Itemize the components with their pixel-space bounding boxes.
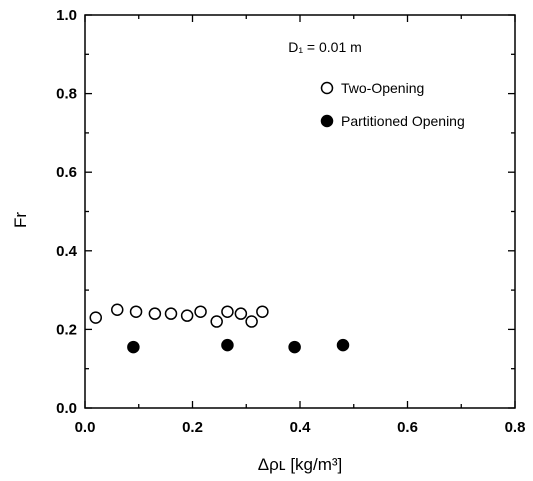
y-tick-label: 0.4 [56,243,78,260]
x-tick-label: 0.0 [75,419,96,436]
y-axis-label: Fr [11,212,30,228]
legend: Two-Opening Partitioned Opening [320,80,465,129]
two-opening-point [210,315,223,328]
two-opening-point [129,305,143,318]
legend-marker-partitioned-opening [320,114,334,128]
two-opening-point [89,311,102,324]
partitioned-opening-point [288,340,301,354]
two-opening-point [164,307,178,320]
y-tick-label: 1.0 [56,7,77,24]
two-opening-point [234,307,248,320]
two-opening-point [194,305,207,318]
x-axis-label: Δρʟ [kg/m³] [258,455,343,474]
x-tick-label: 0.4 [290,419,312,436]
two-opening-point [245,315,258,328]
legend-label-partitioned-opening: Partitioned Opening [341,113,465,129]
x-tick-label: 0.6 [397,419,418,436]
x-tick-label: 0.2 [182,419,203,436]
partitioned-opening-point [221,338,234,352]
tick-labels: 0.0 0.2 0.4 0.6 0.8 0.0 0.2 0.4 0.6 0.8 1.0 [56,7,525,436]
data-points [89,303,350,354]
two-opening-point [180,309,194,322]
two-opening-point [111,303,124,316]
legend-label-two-opening: Two-Opening [341,80,424,96]
two-opening-point [256,305,269,318]
condition-annotation: D₁ = 0.01 m [288,39,362,55]
legend-marker-two-opening [320,81,334,95]
two-opening-point [148,307,162,320]
y-tick-label: 0.0 [56,400,77,417]
x-tick-label: 0.8 [505,419,526,436]
partitioned-opening-point [127,340,140,354]
y-tick-label: 0.2 [56,321,77,338]
axis-ticks [84,14,516,409]
y-tick-label: 0.8 [56,86,77,103]
two-opening-point [221,305,234,318]
partitioned-opening-point [336,338,350,352]
y-tick-label: 0.6 [56,164,77,181]
